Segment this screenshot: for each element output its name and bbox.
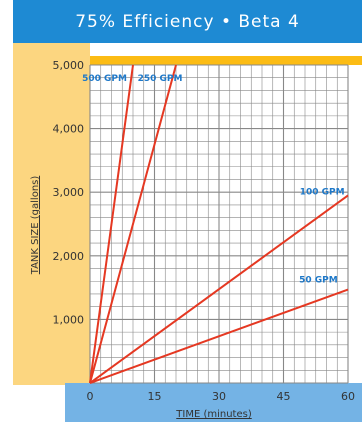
x-tick-label: 45 <box>277 390 291 403</box>
x-axis-label: TIME (minutes) <box>175 409 252 420</box>
x-tick-label: 15 <box>148 390 162 403</box>
series-lines <box>89 64 349 384</box>
y-tick-labels: 1,000 2,000 3,000 4,000 5,000 <box>53 59 85 326</box>
grid <box>89 64 349 384</box>
top-accent-strip <box>90 56 362 65</box>
y-axis-band <box>13 43 90 385</box>
x-tick-label: 30 <box>212 390 226 403</box>
series-line <box>89 64 177 384</box>
series-label: 50 GPM <box>299 276 338 286</box>
series-label: 250 GPM <box>138 74 183 84</box>
series-line <box>89 194 349 384</box>
series-line <box>89 288 349 384</box>
y-tick-label: 4,000 <box>53 123 85 136</box>
series-labels: 500 GPM 250 GPM 100 GPM 50 GPM <box>82 74 344 286</box>
x-tick-labels: 0 15 30 45 60 <box>87 390 356 403</box>
y-tick-label: 1,000 <box>53 313 85 326</box>
y-tick-label: 2,000 <box>53 250 85 263</box>
series-label: 100 GPM <box>300 188 345 198</box>
y-tick-label: 3,000 <box>53 186 85 199</box>
x-axis-band <box>65 383 362 422</box>
x-tick-label: 0 <box>87 390 94 403</box>
series-label: 500 GPM <box>82 74 127 84</box>
chart-title: 75% Efficiency • Beta 4 <box>13 0 362 43</box>
y-tick-label: 5,000 <box>53 59 85 72</box>
y-axis-label: TANK SIZE (gallons) <box>30 176 41 276</box>
x-tick-label: 60 <box>341 390 355 403</box>
series-line <box>89 64 134 384</box>
